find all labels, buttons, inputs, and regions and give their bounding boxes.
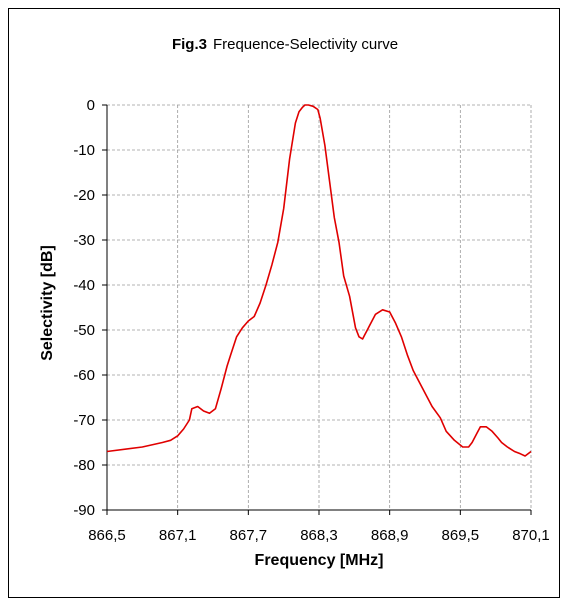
chart-svg: Fig.3 Frequence-Selectivity curve 0 -10 -20… (39, 36, 550, 569)
y-tick-label: -80 (73, 457, 95, 474)
y-tick-label: -90 (73, 502, 95, 519)
x-tick-label: 868,9 (371, 527, 409, 544)
figure-number: Fig.3 (172, 36, 207, 53)
x-tick-labels: 866,5 867,1 867,7 868,3 868,9 869,5 870,1 (88, 527, 550, 544)
axes (102, 104, 532, 515)
x-axis-title: Frequency [MHz] (255, 552, 384, 569)
y-tick-label: -70 (73, 412, 95, 429)
y-tick-label: -40 (73, 277, 95, 294)
title-main: Frequence-Selectivity curve (213, 36, 398, 53)
y-tick-label: -20 (73, 187, 95, 204)
y-tick-labels: 0 -10 -20 -30 -40 -50 -60 -70 -80 -90 (73, 97, 95, 519)
x-tick-label: 867,1 (159, 527, 197, 544)
x-tick-label: 866,5 (88, 527, 126, 544)
chart-title: Fig.3 Frequence-Selectivity curve (172, 36, 398, 53)
x-tick-label: 868,3 (300, 527, 338, 544)
y-tick-label: -30 (73, 232, 95, 249)
selectivity-curve (106, 104, 532, 457)
x-tick-label: 867,7 (230, 527, 268, 544)
y-tick-label: -10 (73, 142, 95, 159)
y-axis-title: Selectivity [dB] (39, 245, 56, 361)
x-tick-label: 869,5 (442, 527, 480, 544)
grid-lines (107, 104, 532, 510)
series-layer (106, 104, 532, 457)
y-tick-label: 0 (87, 97, 95, 114)
y-tick-label: -50 (73, 322, 95, 339)
y-tick-label: -60 (73, 367, 95, 384)
x-tick-label: 870,1 (512, 527, 550, 544)
chart-frame: Fig.3 Frequence-Selectivity curve 0 -10 -20… (8, 8, 560, 598)
